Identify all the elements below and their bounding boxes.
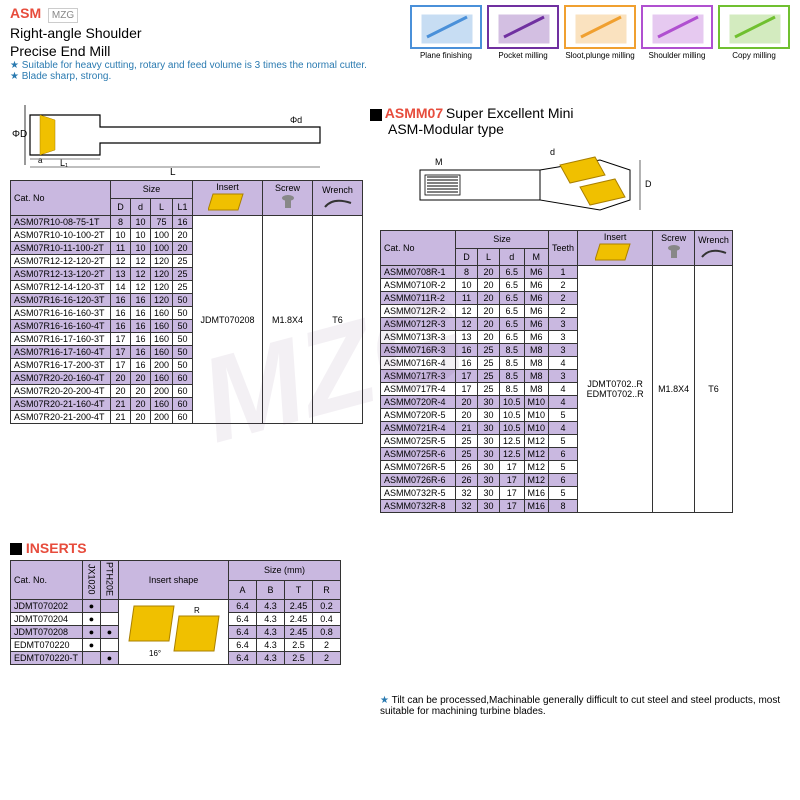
milling-icon: Copy milling bbox=[718, 5, 790, 60]
svg-text:16°: 16° bbox=[149, 649, 161, 658]
bullet-item: ★ Suitable for heavy cutting, rotary and… bbox=[10, 60, 367, 71]
table-row: JDMT070202●16°R6.44.32.450.2 bbox=[11, 600, 341, 613]
icon-label: Pocket milling bbox=[487, 51, 559, 60]
inserts-title: INSERTS bbox=[26, 540, 87, 556]
svg-text:a: a bbox=[38, 156, 43, 165]
table-row: ASMM0708R-18206.5M61JDMT0702..REDMT0702.… bbox=[381, 266, 733, 279]
star-icon: ★ bbox=[380, 695, 389, 706]
feature-bullets: ★ Suitable for heavy cutting, rotary and… bbox=[10, 60, 367, 82]
icon-label: Plane finishing bbox=[410, 51, 482, 60]
asm-title: ASM bbox=[10, 5, 41, 21]
svg-text:L: L bbox=[170, 167, 176, 175]
bullet-item: ★ Blade sharp, strong. bbox=[10, 71, 367, 82]
svg-text:M: M bbox=[435, 157, 443, 167]
milling-icon: Pocket milling bbox=[487, 5, 559, 60]
svg-text:D: D bbox=[645, 179, 652, 189]
svg-text:R: R bbox=[194, 606, 200, 615]
block-icon bbox=[10, 543, 22, 555]
header: ASM MZG Right-angle Shoulder Precise End… bbox=[10, 5, 142, 59]
table-row: ASM07R10-08-75-1T8107516JDMT070208M1.8X4… bbox=[11, 216, 363, 229]
asmm-header: ASMM07 Super Excellent Mini ASM-Modular … bbox=[370, 105, 574, 137]
footnote: ★ Tilt can be processed,Machinable gener… bbox=[380, 695, 790, 717]
footnote-text: Tilt can be processed,Machinable general… bbox=[380, 695, 780, 717]
milling-icon: Shoulder milling bbox=[641, 5, 713, 60]
mzg-logo: MZG bbox=[48, 8, 78, 23]
svg-text:Φd: Φd bbox=[290, 115, 302, 125]
asmm-tool-diagram: M d D bbox=[400, 145, 700, 225]
inserts-header: INSERTS bbox=[10, 540, 87, 556]
icon-label: Sloot,plunge milling bbox=[564, 51, 636, 60]
asmm-sub: ASM-Modular type bbox=[388, 121, 574, 137]
asm-spec-table: Cat. NoSizeInsertScrewWrenchDdLL1ASM07R1… bbox=[10, 180, 363, 424]
inserts-table: Cat. No.JX1020PTH20EInsert shapeSize (mm… bbox=[10, 560, 341, 665]
milling-icon: Plane finishing bbox=[410, 5, 482, 60]
asmm-spec-table: Cat. NoSizeTeethInsertScrewWrenchDLdMASM… bbox=[380, 230, 733, 513]
milling-icons-row: Plane finishing Pocket milling Sloot,plung… bbox=[410, 5, 790, 60]
subtitle-2: Precise End Mill bbox=[10, 43, 142, 59]
asmm-title: ASMM07 bbox=[385, 105, 443, 121]
asm-tool-diagram: ΦD Φd L L₁ a bbox=[10, 95, 340, 175]
milling-icon: Sloot,plunge milling bbox=[564, 5, 636, 60]
subtitle-1: Right-angle Shoulder bbox=[10, 25, 142, 41]
svg-text:d: d bbox=[550, 147, 555, 157]
asmm-rest: Super Excellent Mini bbox=[446, 105, 574, 121]
icon-label: Copy milling bbox=[718, 51, 790, 60]
icon-label: Shoulder milling bbox=[641, 51, 713, 60]
svg-text:ΦD: ΦD bbox=[12, 129, 27, 140]
svg-text:L₁: L₁ bbox=[60, 158, 68, 168]
block-icon bbox=[370, 109, 382, 121]
